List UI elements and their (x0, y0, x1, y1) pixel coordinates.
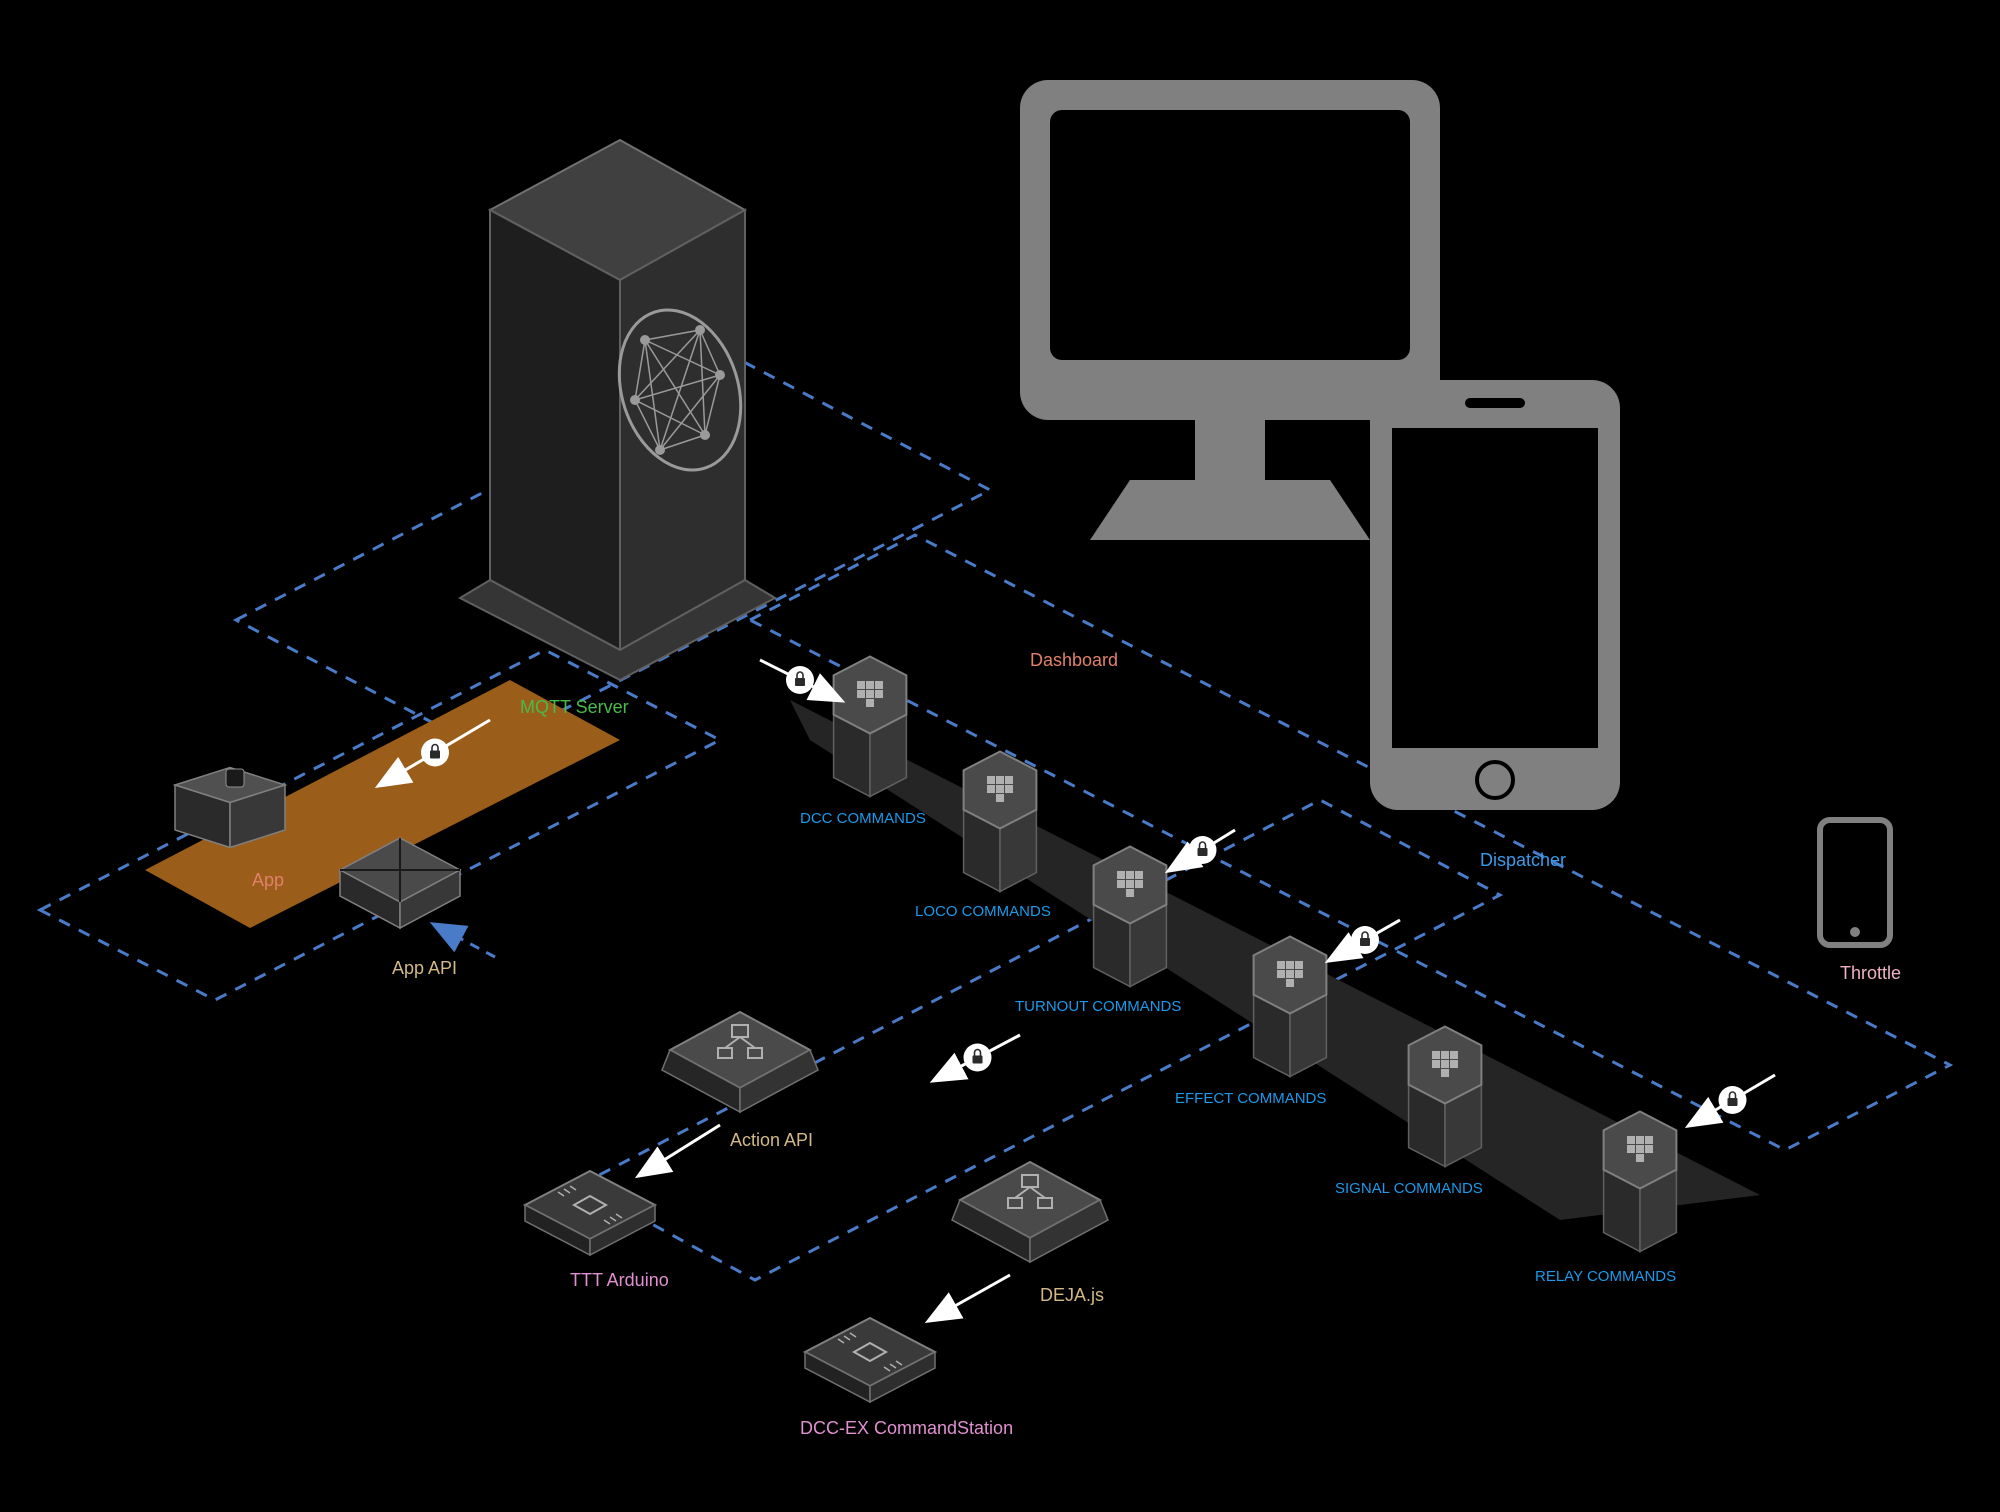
action-api-label: Action API (730, 1130, 813, 1151)
dcc-ex-label: DCC-EX CommandStation (800, 1418, 1013, 1439)
dispatcher-phone-icon (1370, 380, 1620, 810)
signal-commands-label: SIGNAL COMMANDS (1335, 1180, 1483, 1197)
mqtt-server-label: MQTT Server (520, 697, 629, 718)
relay-commands-label: RELAY COMMANDS (1535, 1268, 1676, 1285)
mqtt-server-icon (460, 140, 775, 680)
throttle-label: Throttle (1840, 963, 1901, 984)
dcc-commands-label: DCC COMMANDS (800, 810, 926, 827)
dashboard-label: Dashboard (1030, 650, 1118, 671)
ttt-arduino-label: TTT Arduino (570, 1270, 669, 1291)
relay-command-node (1604, 1112, 1677, 1252)
turnout-commands-label: TURNOUT COMMANDS (1015, 998, 1181, 1015)
dcc-command-node (834, 657, 907, 797)
action-api-node (662, 1012, 818, 1112)
dispatcher-label: Dispatcher (1480, 850, 1566, 871)
app-label: App (252, 870, 284, 891)
effect-command-node (1254, 937, 1327, 1077)
effect-commands-label: EFFECT COMMANDS (1175, 1090, 1326, 1107)
app-node (175, 768, 285, 848)
signal-command-node (1409, 1027, 1482, 1167)
deja-js-label: DEJA.js (1040, 1285, 1104, 1306)
deja-to-dccex (930, 1275, 1010, 1320)
deja-js-node (952, 1162, 1108, 1262)
dcc-ex-node (805, 1318, 935, 1402)
turnout-command-node (1094, 847, 1167, 987)
ttt-arduino-node (525, 1171, 655, 1255)
loco-command-node (964, 752, 1037, 892)
throttle-phone-icon (1820, 820, 1890, 945)
loco-commands-label: LOCO COMMANDS (915, 903, 1051, 920)
app-api-label: App API (392, 958, 457, 979)
app-to-api-dashed (435, 925, 495, 957)
